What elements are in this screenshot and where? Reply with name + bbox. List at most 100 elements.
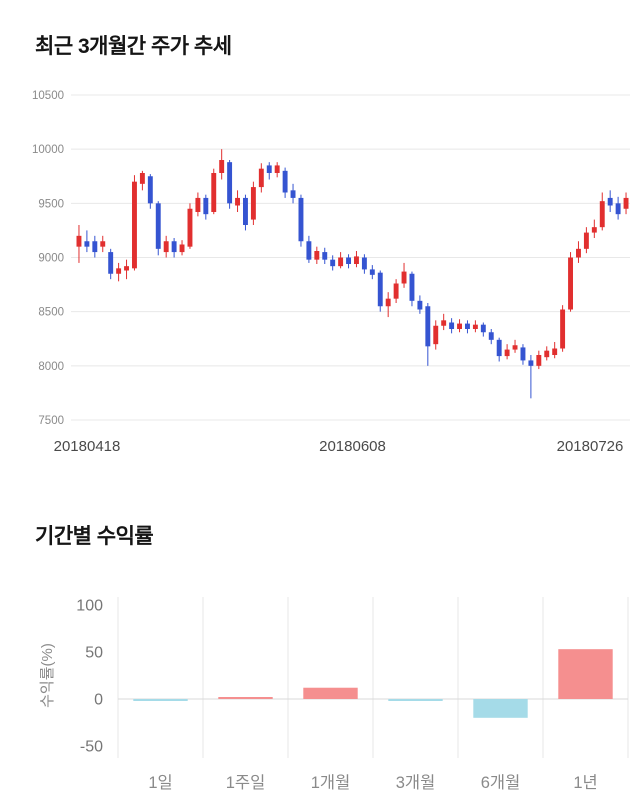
- candle-body: [552, 348, 558, 355]
- candle-body: [132, 181, 137, 269]
- candle-body: [488, 332, 494, 340]
- candle-body: [346, 257, 351, 264]
- y-axis-tick-label: 10500: [32, 90, 64, 102]
- candle-body: [147, 176, 153, 204]
- x-axis-category-label: 6개월: [481, 773, 521, 792]
- candle-body: [599, 201, 605, 228]
- return-bar: [558, 649, 613, 699]
- candle-body: [512, 345, 518, 350]
- candle-body: [623, 197, 629, 209]
- candle-body: [250, 187, 256, 220]
- candle-body: [171, 241, 177, 253]
- candle-body: [298, 197, 304, 242]
- candle-body: [258, 168, 264, 188]
- candle-body: [76, 235, 82, 247]
- y-axis-tick-label: 10000: [32, 144, 64, 156]
- candle-body: [235, 197, 240, 206]
- candle-body: [84, 241, 90, 247]
- x-axis-category-label: 1일: [148, 773, 172, 792]
- candle-body: [92, 241, 98, 253]
- candle-body: [243, 197, 248, 225]
- candle-body: [583, 232, 589, 249]
- y-axis-title: 수익률(%): [39, 643, 56, 708]
- return-bar: [133, 699, 188, 701]
- candle-body: [560, 309, 566, 349]
- returns-chart-title: 기간별 수익률: [35, 525, 154, 548]
- candle-body: [124, 266, 129, 271]
- candle-body: [401, 271, 407, 284]
- candle-body: [544, 350, 550, 358]
- return-bar: [303, 687, 358, 699]
- candle-body: [314, 251, 320, 260]
- candle-body: [361, 257, 367, 270]
- candle-body: [607, 197, 613, 206]
- x-axis-date-label: 20180726: [557, 438, 624, 455]
- y-axis-tick-label: 0: [94, 692, 103, 709]
- candle-body: [290, 190, 296, 198]
- price-candlestick-chart: 10500 10000 9500 9000 8500 8000 7500 20180418 20…: [32, 90, 630, 455]
- candle-body: [465, 323, 470, 329]
- candle-body: [449, 322, 455, 329]
- candle-body: [433, 325, 439, 345]
- candle-body: [472, 324, 478, 329]
- x-axis-category-label: 1개월: [311, 773, 351, 792]
- candle-body: [306, 241, 312, 260]
- x-axis-category-label: 1년: [573, 773, 597, 792]
- y-axis-tick-label: 9000: [38, 253, 64, 265]
- candle-body: [425, 306, 431, 347]
- y-axis-tick-label: 7500: [38, 415, 64, 427]
- candle-body: [528, 360, 534, 366]
- candle-body: [195, 197, 201, 212]
- return-bar: [388, 699, 443, 701]
- candle-body: [187, 208, 193, 247]
- candle-body: [576, 248, 581, 258]
- candle-body: [219, 160, 225, 173]
- candle-body: [409, 273, 415, 301]
- candle-body: [211, 173, 217, 212]
- y-axis-tick-label: 100: [76, 598, 103, 615]
- candle-body: [615, 203, 621, 215]
- candle-body: [155, 203, 161, 249]
- candle-body: [203, 197, 209, 215]
- candle-body: [591, 227, 597, 233]
- y-axis-tick-label: 50: [85, 645, 103, 662]
- candle-body: [385, 298, 391, 307]
- candle-body: [354, 256, 359, 264]
- candle-body: [266, 165, 272, 173]
- candle-body: [108, 252, 114, 274]
- y-axis-tick-label: 9500: [38, 198, 64, 210]
- candle-body: [282, 170, 288, 193]
- returns-bar-chart: 100 50 0 -50 수익률(%) 1일 1주일 1개월 3개월 6개월 1년: [39, 597, 629, 792]
- candle-body: [393, 283, 399, 299]
- y-axis-tick-label: 8500: [38, 307, 64, 319]
- candle-body: [179, 244, 185, 253]
- x-axis-category-label: 3개월: [396, 773, 436, 792]
- candle-body: [139, 173, 145, 184]
- candle-body: [536, 355, 542, 366]
- return-bar: [473, 699, 528, 718]
- candle-body: [322, 252, 328, 260]
- candle-body: [274, 165, 280, 173]
- candle-body: [520, 347, 526, 361]
- candle-body: [457, 323, 462, 329]
- candle-body: [100, 241, 106, 247]
- candle-body: [417, 300, 423, 310]
- return-bar: [218, 697, 273, 699]
- candle-body: [480, 324, 486, 333]
- candle-body: [504, 349, 510, 357]
- x-axis-date-label: 20180608: [319, 438, 386, 455]
- candle-body: [330, 259, 336, 267]
- price-chart-title: 최근 3개월간 주가 추세: [35, 35, 232, 58]
- candle-body: [496, 339, 502, 357]
- y-axis-tick-label: -50: [80, 739, 103, 756]
- candle-body: [568, 257, 573, 310]
- candle-body: [377, 272, 383, 307]
- x-axis-date-label: 20180418: [54, 438, 121, 455]
- candle-body: [369, 269, 375, 275]
- candle-body: [163, 241, 169, 253]
- candle-body: [338, 257, 344, 267]
- x-axis-category-label: 1주일: [226, 773, 266, 792]
- candle-body: [441, 320, 447, 326]
- y-axis-tick-label: 8000: [38, 361, 64, 373]
